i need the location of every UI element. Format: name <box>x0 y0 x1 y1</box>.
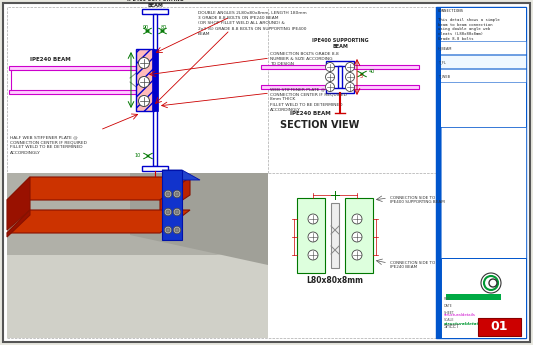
Bar <box>338 66 342 88</box>
Bar <box>436 7 526 338</box>
Polygon shape <box>160 177 190 215</box>
Bar <box>478 318 521 336</box>
Text: 10: 10 <box>135 153 141 158</box>
Circle shape <box>166 192 170 196</box>
Bar <box>441 258 526 338</box>
Bar <box>436 7 441 338</box>
Circle shape <box>326 72 335 81</box>
Polygon shape <box>7 210 190 233</box>
Text: 5: 5 <box>360 75 363 79</box>
Circle shape <box>352 232 362 242</box>
Text: IPE400 SUPPORTING
BEAM: IPE400 SUPPORTING BEAM <box>127 0 183 8</box>
Polygon shape <box>7 177 30 230</box>
Text: SHEET: SHEET <box>444 325 460 329</box>
Text: DATE: DATE <box>444 304 453 308</box>
Text: CONNECTION BOLTS GRADE 8.8
NUMBER & SIZE ACCORDING
TO DESIGN: CONNECTION BOLTS GRADE 8.8 NUMBER & SIZE… <box>270 52 339 66</box>
Circle shape <box>308 232 318 242</box>
Bar <box>354 65 419 69</box>
Circle shape <box>175 210 179 214</box>
Circle shape <box>345 82 354 91</box>
Circle shape <box>352 214 362 224</box>
Circle shape <box>173 208 181 216</box>
Bar <box>436 55 526 68</box>
Circle shape <box>345 62 354 71</box>
Text: CONNECTION SIDE TO
IPE400 SUPPORTING BEAM: CONNECTION SIDE TO IPE400 SUPPORTING BEA… <box>390 196 445 205</box>
Text: DOUBLE ANGLES 2L80x80x8mm, LENGTH 180mm
3 GRADE 8.8 BOLTS ON IPE240 BEAM
(OR SHO: DOUBLE ANGLES 2L80x80x8mm, LENGTH 180mm … <box>198 11 306 36</box>
Text: SECTION VIEW: SECTION VIEW <box>280 120 360 130</box>
Bar <box>326 88 354 93</box>
Circle shape <box>139 77 149 88</box>
Polygon shape <box>7 173 268 338</box>
Circle shape <box>345 72 354 81</box>
Circle shape <box>166 228 170 232</box>
Text: IPE240 BEAM: IPE240 BEAM <box>289 111 330 116</box>
Text: 90: 90 <box>143 25 149 30</box>
Bar <box>326 61 354 66</box>
Circle shape <box>352 250 362 260</box>
Text: H_BEAM: H_BEAM <box>438 46 453 50</box>
Text: SCALE: SCALE <box>444 318 454 322</box>
Bar <box>436 69 526 82</box>
Circle shape <box>326 82 335 91</box>
Polygon shape <box>7 255 268 338</box>
Polygon shape <box>162 170 200 180</box>
Bar <box>436 41 526 54</box>
Bar <box>441 127 526 258</box>
Circle shape <box>308 250 318 260</box>
Circle shape <box>173 226 181 234</box>
Bar <box>153 14 157 166</box>
Text: 40: 40 <box>369 69 375 74</box>
Bar <box>261 85 326 89</box>
Circle shape <box>164 226 172 234</box>
Circle shape <box>166 210 170 214</box>
Bar <box>354 85 419 89</box>
Bar <box>436 7 526 127</box>
Bar <box>331 203 339 268</box>
Circle shape <box>175 228 179 232</box>
Circle shape <box>326 62 335 71</box>
Bar <box>9 90 142 94</box>
Text: WEB STIFFENER PLATE @
CONNECTION CENTER IF REQUIRED
8mm THICK
FILLET WELD TO BE : WEB STIFFENER PLATE @ CONNECTION CENTER … <box>270 87 347 112</box>
Circle shape <box>139 58 149 69</box>
Bar <box>297 198 325 273</box>
Bar <box>162 170 182 240</box>
Bar <box>446 294 501 300</box>
Text: structuraldetails.store: structuraldetails.store <box>444 322 497 326</box>
Text: CONNECTIONS

This detail shows a simple
beam to beam connection
using double ang: CONNECTIONS This detail shows a simple b… <box>438 9 500 41</box>
Text: structuraldetails: structuraldetails <box>444 313 476 317</box>
Text: T_WEB: T_WEB <box>438 74 450 78</box>
Circle shape <box>308 214 318 224</box>
Text: SHEET: SHEET <box>444 311 455 315</box>
Bar <box>261 65 326 69</box>
Text: T_FL: T_FL <box>438 60 446 64</box>
Circle shape <box>139 96 149 107</box>
Text: 80: 80 <box>161 25 167 30</box>
Text: L80x80x8mm: L80x80x8mm <box>306 276 364 285</box>
Polygon shape <box>7 173 268 285</box>
Bar <box>142 9 168 14</box>
Bar <box>136 49 154 111</box>
Bar <box>345 198 373 273</box>
Text: IPE240 BEAM: IPE240 BEAM <box>30 57 70 62</box>
Text: HALF WEB STIFFENER PLATE @
CONNECTION CENTER IF REQUIRED
FILLET WELD TO BE DETER: HALF WEB STIFFENER PLATE @ CONNECTION CE… <box>10 135 87 155</box>
Circle shape <box>175 192 179 196</box>
Circle shape <box>164 208 172 216</box>
Bar <box>152 49 158 111</box>
Text: REV: REV <box>444 297 450 301</box>
Bar <box>142 166 168 171</box>
Polygon shape <box>7 177 190 200</box>
Circle shape <box>164 190 172 198</box>
Polygon shape <box>7 210 30 237</box>
Text: IPE400 SUPPORTING
BEAM: IPE400 SUPPORTING BEAM <box>312 38 368 49</box>
Circle shape <box>481 273 501 293</box>
Circle shape <box>173 190 181 198</box>
Text: CONNECTION SIDE TO
IPE240 BEAM: CONNECTION SIDE TO IPE240 BEAM <box>390 260 435 269</box>
Text: 01: 01 <box>490 321 508 334</box>
Polygon shape <box>130 173 268 265</box>
Bar <box>9 66 142 70</box>
